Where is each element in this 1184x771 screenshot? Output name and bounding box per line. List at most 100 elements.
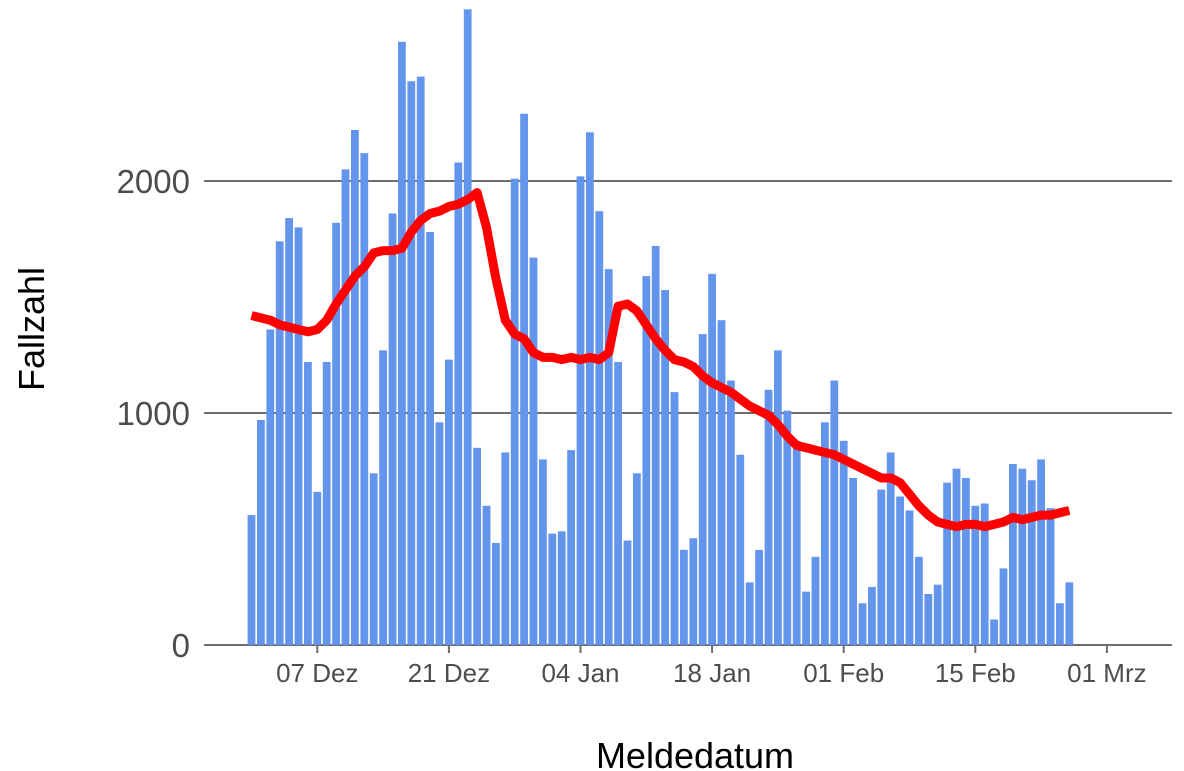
bar [868,587,876,645]
bar [407,81,416,646]
bar [1056,603,1064,645]
bar [520,113,528,646]
bar [802,591,810,645]
bar [257,419,265,645]
bar [896,496,904,645]
bar [1018,468,1027,645]
bar [322,361,331,645]
x-tick-label: 01 Mrz [1067,658,1146,688]
bar [698,334,707,645]
x-tick-label: 01 Feb [803,658,884,688]
bar [717,320,726,645]
bar [285,218,293,645]
bar [990,619,998,645]
bar [877,489,886,645]
bar [839,440,848,645]
bar [586,132,594,645]
bar [426,232,434,646]
bar [313,491,322,645]
bar [774,350,782,645]
bar [633,473,641,645]
bar [247,515,256,645]
bar [445,359,453,645]
bar [792,440,801,645]
bar [962,477,970,645]
bar [379,350,387,645]
bar [492,542,500,645]
bar [924,593,933,645]
bar [943,482,951,645]
bar [1065,582,1074,645]
bar [501,452,510,645]
bar [548,533,557,645]
bar [886,452,895,645]
bar [999,568,1008,645]
bar [727,380,735,645]
bar [557,531,566,645]
bar [539,459,547,645]
bar [454,162,463,645]
bar [952,468,961,645]
x-axis-title: Meldedatum [596,735,794,771]
bar [933,584,942,645]
bar [821,422,829,645]
bar [783,410,792,645]
bar [398,41,406,646]
bar [351,129,359,645]
bar [416,76,425,646]
bar [830,380,839,645]
bar [745,582,754,645]
bar [1046,508,1055,645]
bar [614,361,622,645]
x-tick-label: 18 Jan [673,658,751,688]
bar [670,392,679,645]
bar [755,549,763,645]
bar [764,389,773,645]
bar [576,176,585,646]
x-axis-ticks: 07 Dez 21 Dez 04 Jan 18 Jan 01 Feb 15 Feb 01 M… [276,645,1147,688]
bar [473,447,481,645]
bar [651,245,660,645]
bar [332,222,340,645]
bar [529,257,538,645]
bar [275,241,284,645]
bar [680,549,688,645]
bar [623,540,632,645]
bar [1027,480,1036,645]
bar [463,9,472,645]
bar [708,273,716,645]
bar [858,603,867,645]
bar [360,153,369,645]
bar [567,450,575,645]
bar [266,329,275,645]
bar [604,269,613,645]
bar-series [247,9,1074,646]
bar [736,454,745,645]
bar [1037,459,1045,645]
x-tick-label: 15 Feb [935,658,1016,688]
y-tick-label: 0 [172,627,190,664]
bar [341,169,350,645]
bar [905,510,914,645]
bar [369,473,378,645]
bar [849,477,857,645]
trend-line [250,188,1071,532]
x-tick-label: 04 Jan [541,658,619,688]
x-tick-label: 07 Dez [276,658,358,688]
bar [1009,464,1017,645]
bar [388,213,397,646]
y-tick-label: 1000 [117,395,190,432]
bar [811,556,820,645]
y-axis-ticks: 0 1000 2000 [117,163,190,664]
bar [510,178,519,645]
bar [435,422,444,645]
bar [971,505,980,645]
bar [661,290,669,645]
bar [642,276,651,645]
bar [689,538,698,645]
y-axis-title: Fallzahl [11,267,52,391]
bar [482,505,491,645]
bar [595,211,604,645]
bar [304,361,312,645]
